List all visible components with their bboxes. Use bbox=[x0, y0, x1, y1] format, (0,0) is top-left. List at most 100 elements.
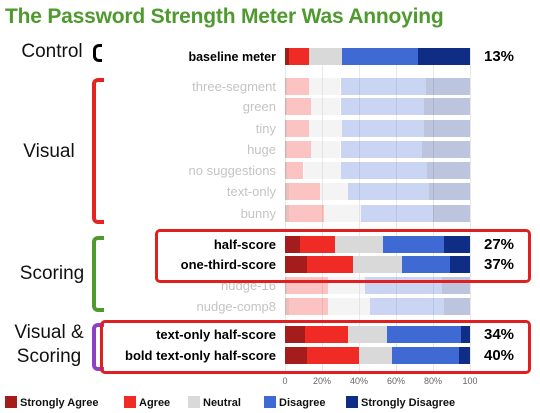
bar-segment-strongly-disagree bbox=[444, 298, 470, 315]
bar-segment-strongly-disagree bbox=[433, 205, 470, 222]
percent-label: 37% bbox=[484, 255, 515, 273]
scoring-bracket bbox=[92, 236, 104, 312]
bar-segment-agree bbox=[286, 141, 311, 158]
group-label-scoring: Scoring bbox=[19, 263, 85, 284]
bar-segment-disagree bbox=[340, 98, 424, 115]
bar-segment-strongly-disagree bbox=[444, 236, 470, 253]
bar-segment-neutral bbox=[320, 183, 348, 200]
bar-segment-agree bbox=[288, 48, 310, 65]
gridline bbox=[470, 48, 471, 373]
bar-segment-neutral bbox=[334, 236, 384, 253]
legend-swatch-strongly-disagree bbox=[346, 396, 358, 408]
bar-segment-agree bbox=[288, 205, 324, 222]
percent-label: 40% bbox=[484, 346, 515, 364]
bar-segment-strongly-disagree bbox=[423, 120, 470, 137]
chart-title: The Password Strength Meter Was Annoying bbox=[5, 5, 444, 28]
visual-scoring-bracket bbox=[92, 323, 104, 371]
bar-segment-neutral bbox=[309, 120, 343, 137]
bar-segment-strongly-agree bbox=[285, 347, 308, 364]
row-label: bunny bbox=[240, 205, 276, 221]
row-label: green bbox=[242, 98, 276, 114]
bar-segment-agree bbox=[299, 236, 335, 253]
bar-segment-strongly-agree bbox=[285, 236, 300, 253]
row-label: three-segment bbox=[192, 78, 276, 94]
bar-segment-neutral bbox=[309, 78, 341, 95]
row-label: text-only bbox=[226, 183, 276, 199]
bar-segment-neutral bbox=[347, 326, 387, 343]
visual-scoring-highlight-box bbox=[100, 320, 531, 374]
bar-segment-agree bbox=[288, 298, 328, 315]
x-tick-label: 0 bbox=[282, 376, 288, 386]
bar-segment-disagree bbox=[340, 141, 422, 158]
bar-segment-strongly-agree bbox=[285, 183, 289, 200]
group-label-visual: Visual bbox=[23, 141, 75, 162]
control-bracket bbox=[93, 44, 102, 62]
row-label: text-only half-score bbox=[156, 326, 276, 342]
bar-segment-strongly-disagree bbox=[460, 326, 470, 343]
bar-segment-agree bbox=[307, 347, 359, 364]
gridline bbox=[322, 48, 323, 373]
gridline bbox=[285, 48, 286, 373]
bar-segment-disagree bbox=[340, 162, 428, 179]
bar-segment-strongly-agree bbox=[285, 326, 306, 343]
legend-item-agree: Agree bbox=[124, 396, 170, 410]
bar-segment-disagree bbox=[386, 326, 461, 343]
row-label: bold text-only half-score bbox=[125, 347, 276, 363]
bar-segment-disagree bbox=[342, 120, 424, 137]
bar-segment-strongly-agree bbox=[285, 205, 289, 222]
bar-segment-disagree bbox=[392, 347, 459, 364]
legend-label-strongly-agree: Strongly Agree bbox=[20, 397, 99, 409]
x-tick-label: 100 bbox=[462, 376, 478, 386]
bar-segment-neutral bbox=[310, 98, 341, 115]
bar-segment-strongly-agree bbox=[285, 48, 289, 65]
bar-segment-strongly-disagree bbox=[423, 98, 470, 115]
legend-item-strongly-disagree: Strongly Disagree bbox=[346, 396, 455, 410]
bar-segment-strongly-disagree bbox=[429, 183, 470, 200]
bar-segment-neutral bbox=[303, 162, 341, 179]
bar-segment-strongly-disagree bbox=[427, 162, 470, 179]
bar-segment-strongly-agree bbox=[285, 120, 287, 137]
row-label: tiny bbox=[255, 120, 276, 136]
bar-segment-neutral bbox=[310, 141, 341, 158]
legend-swatch-agree bbox=[124, 396, 136, 408]
legend-item-disagree: Disagree bbox=[264, 396, 325, 410]
x-tick-label: 80% bbox=[423, 376, 443, 386]
bar-segment-neutral bbox=[353, 256, 402, 273]
row-label: huge bbox=[247, 141, 276, 157]
group-label-visual-scoring-1: Visual & bbox=[14, 322, 84, 343]
group-label-visual-scoring-2: Scoring bbox=[16, 346, 82, 367]
bar-segment-neutral bbox=[309, 48, 343, 65]
gridline bbox=[359, 48, 360, 373]
percent-label: 34% bbox=[484, 325, 515, 343]
bar-segment-disagree bbox=[383, 236, 445, 253]
bar-segment-disagree bbox=[401, 256, 450, 273]
gridline bbox=[396, 48, 397, 373]
x-tick-label: 40% bbox=[349, 376, 369, 386]
group-label-control: Control bbox=[21, 41, 83, 62]
legend-label-disagree: Disagree bbox=[279, 397, 326, 409]
bar-segment-disagree bbox=[347, 183, 430, 200]
bar-segment-strongly-disagree bbox=[425, 78, 470, 95]
x-tick-label: 20% bbox=[312, 376, 332, 386]
row-label: no suggestions bbox=[188, 162, 276, 178]
bar-segment-disagree bbox=[340, 78, 426, 95]
bar-segment-neutral bbox=[323, 205, 361, 222]
bar-segment-strongly-agree bbox=[285, 98, 287, 115]
bar-segment-disagree bbox=[342, 48, 419, 65]
bar-segment-strongly-agree bbox=[285, 256, 308, 273]
row-label: baseline meter bbox=[188, 49, 276, 64]
bar-segment-strongly-disagree bbox=[421, 141, 470, 158]
legend-label-agree: Agree bbox=[139, 397, 171, 409]
bar-segment-strongly-disagree bbox=[458, 347, 470, 364]
bar-segment-disagree bbox=[360, 205, 433, 222]
bar-segment-agree bbox=[286, 78, 310, 95]
bar-segment-strongly-disagree bbox=[418, 48, 470, 65]
percent-label: 27% bbox=[484, 235, 515, 253]
gridline bbox=[433, 48, 434, 373]
row-label: one-third-score bbox=[180, 256, 276, 272]
legend-item-neutral: Neutral bbox=[188, 396, 241, 410]
bar-segment-strongly-agree bbox=[285, 298, 289, 315]
legend-swatch-disagree bbox=[264, 396, 276, 408]
legend-swatch-strongly-agree bbox=[5, 396, 17, 408]
bar-segment-agree bbox=[288, 183, 321, 200]
